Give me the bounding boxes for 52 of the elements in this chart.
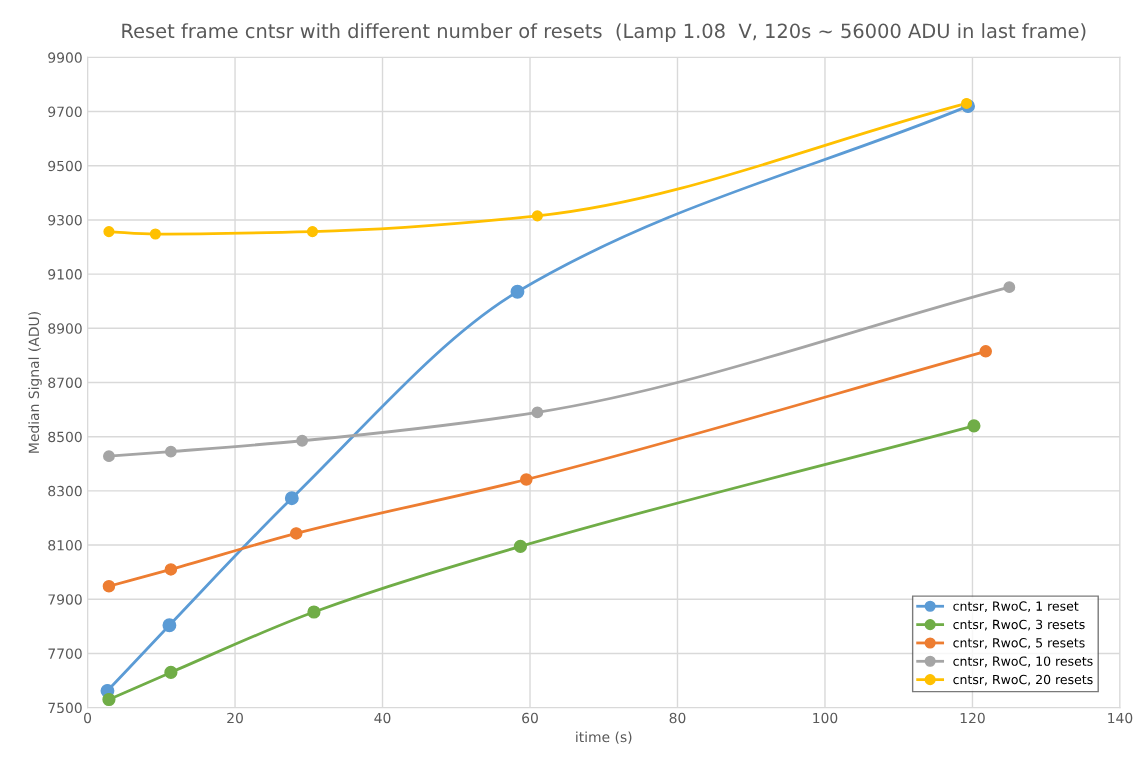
y-tick-label: 7900: [48, 594, 82, 605]
point: [164, 665, 178, 680]
point: [103, 226, 115, 238]
legend-label: cntsr, RwoC, 20 resets: [953, 674, 1093, 686]
y-tick-label: 7700: [48, 648, 82, 659]
x-tick-label: 100: [813, 712, 838, 724]
point: [510, 284, 525, 299]
y-tick-label: 9700: [48, 106, 82, 118]
y-tick-label: 7500: [48, 702, 82, 714]
x-tick-label: 20: [227, 712, 243, 724]
x-tick-label: 80: [669, 712, 686, 724]
x-axis-title: itime (s): [576, 731, 632, 744]
x-tick-label: 120: [960, 712, 985, 724]
point: [149, 228, 161, 240]
point: [102, 579, 116, 593]
point: [284, 491, 299, 506]
legend-label: cntsr, RwoC, 3 resets: [953, 619, 1085, 631]
point: [307, 605, 321, 619]
x-tick-label: 60: [522, 712, 538, 724]
y-tick-label: 8900: [48, 323, 82, 334]
y-tick-label: 8500: [48, 431, 82, 443]
point: [296, 434, 309, 447]
legend-label: cntsr, RwoC, 1 reset: [953, 601, 1079, 613]
point: [961, 97, 973, 109]
point: [513, 539, 528, 554]
y-tick-label: 8300: [48, 485, 82, 497]
point: [164, 563, 178, 576]
point: [289, 527, 303, 540]
point: [520, 473, 533, 486]
point: [102, 692, 116, 707]
y-tick-label: 9500: [48, 160, 82, 172]
y-tick-label: 8700: [48, 377, 82, 388]
chart-title: Reset frame cntsr with different number of resets (Lamp 1.08 V, 120s ~ 56000 ADU in last frame): [122, 23, 1086, 42]
y-tick-label: 9100: [48, 269, 82, 280]
point: [967, 419, 981, 433]
point: [531, 406, 544, 419]
y-tick-label: 8100: [48, 540, 82, 551]
x-tick-label: 0: [84, 712, 92, 724]
legend-label: cntsr, RwoC, 10 resets: [953, 656, 1093, 668]
point: [162, 618, 177, 633]
point: [1003, 281, 1016, 294]
legend-label: cntsr, RwoC, 5 resets: [953, 638, 1085, 649]
point: [306, 226, 319, 238]
point: [164, 445, 177, 458]
point: [531, 210, 543, 222]
point: [103, 450, 115, 463]
y-tick-label: 9900: [48, 52, 82, 63]
y-tick-label: 9300: [48, 214, 82, 226]
x-tick-label: 140: [1108, 712, 1133, 724]
point: [979, 345, 992, 358]
x-tick-label: 40: [374, 712, 391, 724]
y-axis-title: Median Signal (ADU): [28, 312, 42, 453]
